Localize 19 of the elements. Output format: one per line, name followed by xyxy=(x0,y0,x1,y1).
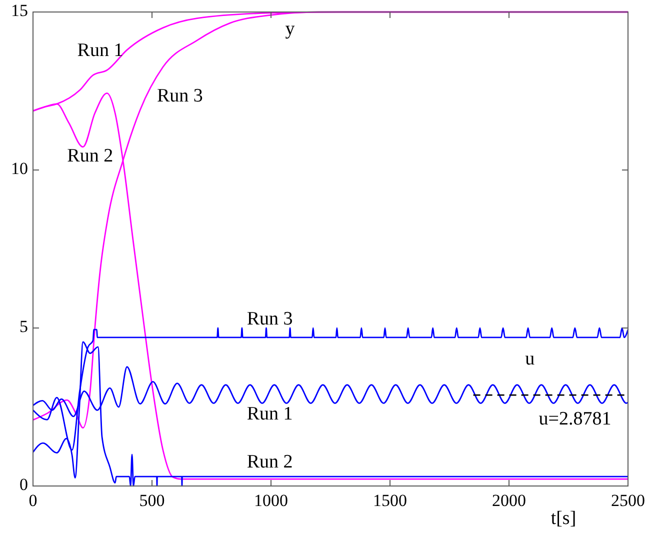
x-tick-label: 1000 xyxy=(254,491,288,510)
annotation: Run 2 xyxy=(67,145,114,166)
x-tick-label: 2000 xyxy=(492,491,526,510)
x-tick-label: 2500 xyxy=(611,491,645,510)
annotation: Run 1 xyxy=(77,40,124,62)
x-tick-label: 1500 xyxy=(373,491,407,510)
annotation: y xyxy=(285,18,296,40)
annotation: Run 2 xyxy=(246,452,293,473)
y-tick-label: 10 xyxy=(11,158,28,178)
annotation: u xyxy=(525,348,536,370)
y-tick-label: 5 xyxy=(20,316,28,336)
x-axis-title: t[s] xyxy=(550,508,576,529)
annotation: Run 1 xyxy=(246,403,293,424)
annotation: Run 3 xyxy=(156,86,203,107)
annotation: Run 3 xyxy=(246,308,293,330)
x-tick-label: 500 xyxy=(139,491,165,510)
y-tick-label: 0 xyxy=(20,474,28,494)
y-tick-label: 15 xyxy=(11,0,28,20)
annotation: u=2.8781 xyxy=(538,408,612,430)
